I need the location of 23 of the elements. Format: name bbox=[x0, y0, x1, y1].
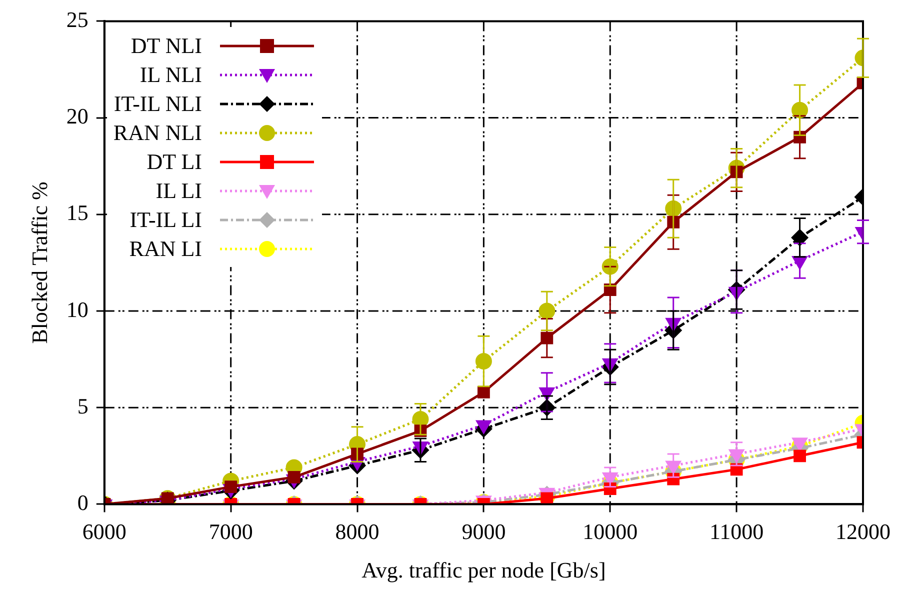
x-tick-label: 7000 bbox=[208, 519, 253, 544]
y-tick-label: 20 bbox=[66, 104, 88, 129]
legend-label: IL LI bbox=[156, 177, 202, 206]
legend-label: RAN LI bbox=[129, 235, 202, 264]
y-tick-label: 5 bbox=[77, 393, 88, 418]
legend-label: IL NLI bbox=[140, 61, 202, 90]
y-axis-title: Blocked Traffic % bbox=[26, 182, 52, 344]
y-tick-label: 25 bbox=[66, 6, 88, 32]
y-tick-label: 0 bbox=[77, 490, 88, 515]
x-tick-label: 9000 bbox=[462, 519, 506, 544]
y-tick-label: 10 bbox=[66, 296, 88, 322]
legend-label: IT-IL NLI bbox=[114, 90, 202, 118]
x-axis-title: Avg. traffic per node [Gb/s] bbox=[362, 558, 606, 583]
x-tick-label: 6000 bbox=[82, 519, 126, 544]
x-tick-label: 10000 bbox=[582, 519, 638, 544]
legend-label: DT NLI bbox=[130, 32, 202, 60]
legend-label: DT LI bbox=[146, 148, 202, 176]
x-tick-label: 11000 bbox=[709, 519, 764, 544]
legend-label: IT-IL LI bbox=[130, 206, 202, 234]
x-tick-label: 12000 bbox=[836, 519, 890, 544]
legend-label: RAN NLI bbox=[113, 119, 202, 148]
y-tick-label: 15 bbox=[66, 200, 88, 226]
x-tick-label: 8000 bbox=[335, 519, 380, 544]
